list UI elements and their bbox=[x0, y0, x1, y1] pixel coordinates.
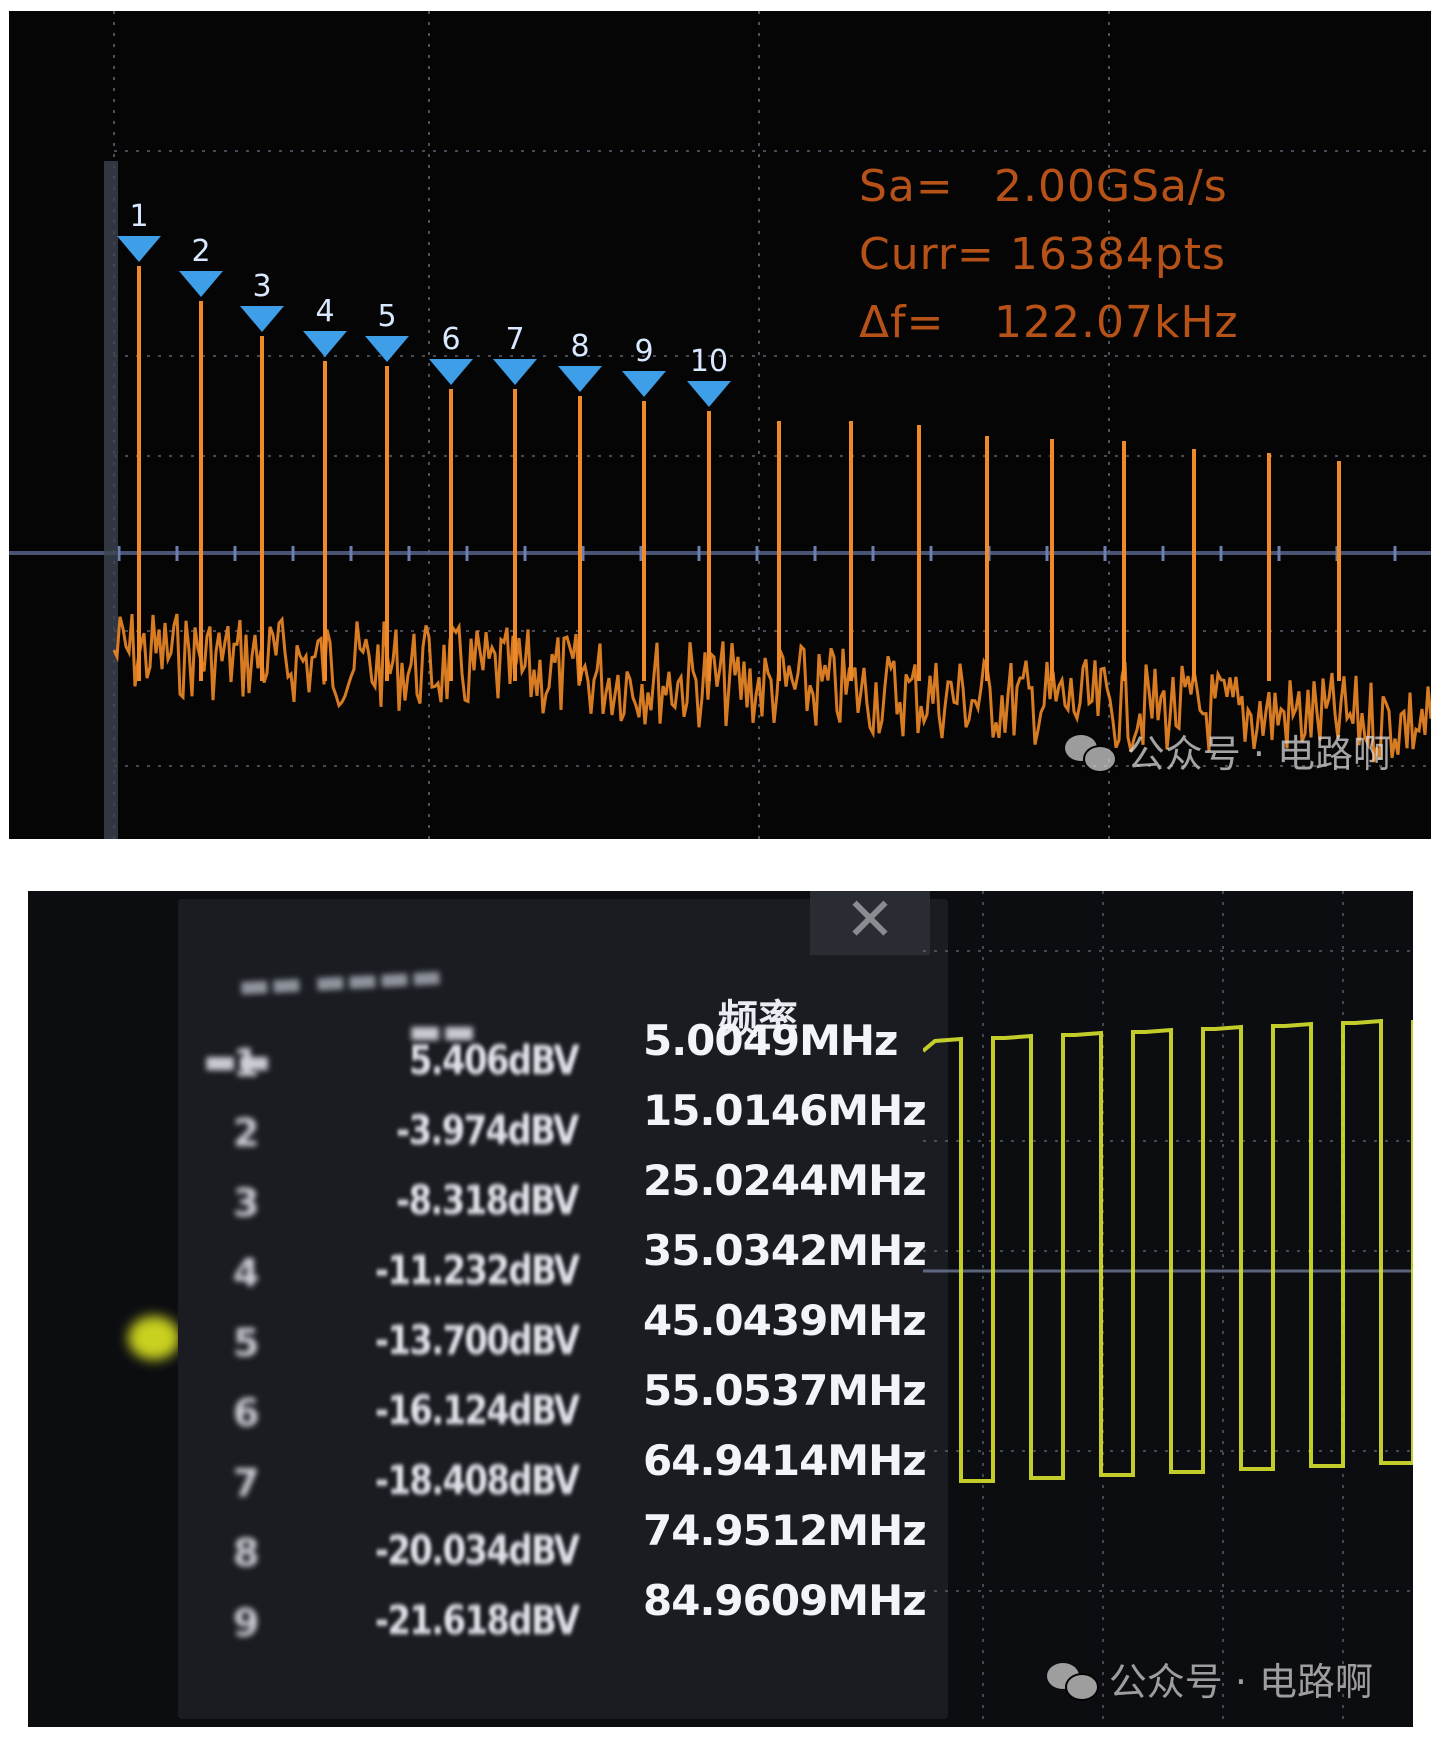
row-index: 9 bbox=[233, 1601, 260, 1645]
row-index: 8 bbox=[233, 1531, 260, 1575]
row-frequency: 64.9414MHz bbox=[643, 1436, 927, 1485]
watermark-bottom-panel: 公众号 · 电路啊 bbox=[1046, 1651, 1373, 1706]
peak-marker-label: 3 bbox=[252, 269, 271, 304]
peak-marker-label: 5 bbox=[377, 299, 396, 334]
square-wave-trace bbox=[923, 891, 1413, 1727]
row-frequency: 84.9609MHz bbox=[643, 1576, 927, 1625]
row-frequency: 5.0049MHz bbox=[643, 1016, 898, 1065]
row-amplitude: -11.232dBV bbox=[374, 1248, 579, 1294]
row-frequency: 35.0342MHz bbox=[643, 1226, 927, 1275]
sample-rate-readout: Sa= 2.00GSa/s bbox=[859, 161, 1228, 212]
row-amplitude: 5.406dBV bbox=[408, 1038, 580, 1084]
peak-marker-icon bbox=[365, 336, 409, 362]
fft-spectrum-screen: 1 2 3 4 5 6 7 8 9 10 Sa= 2.00GSa/s Curr= 16384pts… bbox=[9, 11, 1431, 839]
square-wave-path bbox=[923, 1018, 1413, 1483]
wechat-icon bbox=[1064, 733, 1117, 773]
column-header-amplitude: ▬▬ bbox=[408, 1011, 477, 1052]
peak-marker-icon bbox=[687, 381, 731, 407]
row-index: 5 bbox=[233, 1321, 260, 1365]
row-frequency: 45.0439MHz bbox=[643, 1296, 927, 1345]
close-button[interactable]: ✕ bbox=[810, 891, 930, 955]
column-header-frequency: 频率 bbox=[718, 997, 798, 1043]
row-amplitude: -18.408dBV bbox=[374, 1458, 579, 1504]
row-frequency: 25.0244MHz bbox=[643, 1156, 927, 1205]
peak-marker-icon bbox=[558, 366, 602, 392]
row-amplitude: -13.700dBV bbox=[374, 1318, 579, 1364]
peak-marker-icon bbox=[429, 359, 473, 385]
row-index: 6 bbox=[233, 1391, 260, 1435]
row-frequency: 15.0146MHz bbox=[643, 1086, 927, 1135]
row-index: 2 bbox=[233, 1111, 260, 1155]
peak-marker-label: 9 bbox=[634, 334, 653, 369]
peak-marker-label: 1 bbox=[129, 199, 148, 234]
record-length-readout: Curr= 16384pts bbox=[859, 229, 1226, 280]
noise-floor-trace bbox=[112, 613, 1431, 763]
row-frequency: 55.0537MHz bbox=[643, 1366, 927, 1415]
peak-marker-icon bbox=[240, 306, 284, 332]
row-index: 4 bbox=[233, 1251, 260, 1295]
peak-marker-icon bbox=[179, 271, 223, 297]
row-amplitude: -20.034dBV bbox=[374, 1528, 579, 1574]
row-amplitude: -16.124dBV bbox=[374, 1388, 579, 1434]
row-amplitude: -8.318dBV bbox=[396, 1178, 579, 1224]
peak-marker-icon bbox=[493, 359, 537, 385]
peak-marker-label: 8 bbox=[570, 329, 589, 364]
close-icon[interactable]: ✕ bbox=[844, 891, 896, 955]
peak-marker-label: 4 bbox=[315, 294, 334, 329]
row-amplitude: -21.618dBV bbox=[374, 1598, 579, 1644]
harmonic-list-window bbox=[178, 899, 948, 1719]
fft-spectrum-plot: 1 2 3 4 5 6 7 8 9 10 bbox=[9, 11, 1431, 839]
peak-marker-label: 6 bbox=[441, 322, 460, 357]
row-index: 3 bbox=[233, 1181, 260, 1225]
column-header-index: ▬▬ bbox=[203, 1041, 272, 1082]
peak-marker-icon bbox=[117, 236, 161, 262]
watermark-top-panel: 公众号 · 电路啊 bbox=[1064, 723, 1391, 778]
peak-marker-icon bbox=[622, 371, 666, 397]
frequency-resolution-readout: Δf= 122.07kHz bbox=[859, 297, 1239, 348]
row-frequency: 74.9512MHz bbox=[643, 1506, 927, 1555]
peak-marker-label: 2 bbox=[191, 234, 210, 269]
row-index: 7 bbox=[233, 1461, 260, 1505]
harmonic-list-screen: ✕ ▬▬ ▬▬▬▬ ▬▬ ▬▬ 频率 1 5.406dBV 5.0049MHz 2 -3… bbox=[28, 891, 1413, 1727]
wechat-icon bbox=[1046, 1661, 1099, 1701]
row-amplitude: -3.974dBV bbox=[396, 1108, 579, 1154]
peak-marker-icon bbox=[303, 331, 347, 357]
peak-marker-label: 10 bbox=[690, 344, 728, 379]
channel-indicator bbox=[128, 1316, 180, 1360]
peak-marker-label: 7 bbox=[505, 322, 524, 357]
row-index: 1 bbox=[233, 1041, 260, 1085]
